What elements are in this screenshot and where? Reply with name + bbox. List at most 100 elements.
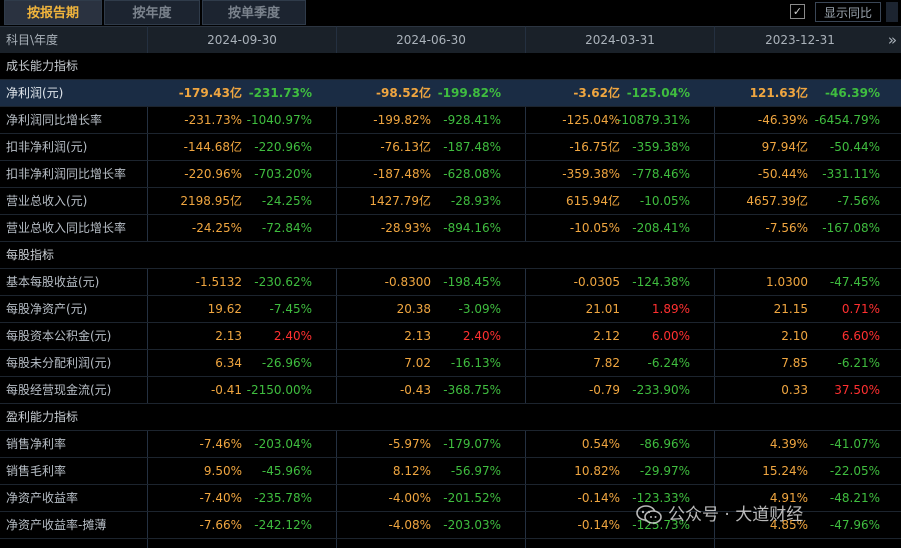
table-row[interactable]: 净资产收益率 -7.40% -235.78% -4.00% -201.52% -0.14%…	[0, 485, 901, 512]
yoy-cell: -368.75%	[443, 383, 501, 397]
row-label: 每股未分配利润(元)	[6, 356, 112, 370]
yoy-cell: -203.04%	[254, 437, 312, 451]
yoy-cell: -208.41%	[632, 221, 690, 235]
row-label: 净资产收益率	[6, 491, 79, 505]
header-date-4[interactable]: 2023-12-31	[765, 33, 835, 47]
yoy-cell: -26.96%	[261, 356, 312, 370]
table-row[interactable]: 销售净利率 -7.46% -203.04% -5.97% -179.07% 0.54% -8…	[0, 431, 901, 458]
financial-table: 成长能力指标 净利润(元) -179.43亿 -231.73% -98.52亿 -199.…	[0, 53, 901, 539]
table-row[interactable]: 营业总收入(元) 2198.95亿 -24.25% 1427.79亿 -28.93% 61…	[0, 188, 901, 215]
yoy-cell: -86.96%	[639, 437, 690, 451]
section-header-row[interactable]: 每股指标	[0, 242, 901, 269]
yoy-cell: -123.33%	[632, 491, 690, 505]
yoy-cell: 37.50%	[834, 383, 880, 397]
section-title: 成长能力指标	[6, 59, 79, 73]
table-row[interactable]: 每股资本公积金(元) 2.13 2.40% 2.13 2.40% 2.12 6.00% 2.1…	[0, 323, 901, 350]
table-row[interactable]: 扣非净利润(元) -144.68亿 -220.96% -76.13亿 -187.48% -…	[0, 134, 901, 161]
value-cell: 7.85	[781, 356, 808, 370]
value-cell: 4657.39亿	[746, 194, 808, 208]
yoy-cell: -199.82%	[437, 86, 501, 100]
wechat-icon	[636, 505, 662, 524]
value-cell: 121.63亿	[749, 86, 808, 100]
header-date-3[interactable]: 2024-03-31	[585, 33, 655, 47]
value-cell: 2.13	[215, 329, 242, 343]
value-cell: -144.68亿	[183, 140, 242, 154]
value-cell: 0.54%	[581, 437, 620, 451]
yoy-cell: -3.09%	[458, 302, 501, 316]
section-header-row[interactable]: 盈利能力指标	[0, 404, 901, 431]
value-cell: 1.0300	[766, 275, 808, 289]
yoy-cell: 1.89%	[651, 302, 690, 316]
value-cell: 19.62	[207, 302, 242, 316]
value-cell: -4.08%	[388, 518, 431, 532]
yoy-cell: -7.45%	[269, 302, 312, 316]
value-cell: 15.24%	[762, 464, 808, 478]
yoy-cell: -231.73%	[248, 86, 312, 100]
tab-by-year[interactable]: 按年度	[104, 0, 200, 25]
header-date-1[interactable]: 2024-09-30	[207, 33, 277, 47]
header-scrollbar[interactable]	[886, 2, 898, 22]
yoy-cell: -201.52%	[443, 491, 501, 505]
value-cell: 21.15	[773, 302, 808, 316]
value-cell: 1427.79亿	[369, 194, 431, 208]
section-header-row[interactable]: 成长能力指标	[0, 53, 901, 80]
tab-by-report-period[interactable]: 按报告期	[4, 0, 102, 25]
show-yoy-label[interactable]: 显示同比	[815, 2, 881, 22]
row-label: 净资产收益率-摊薄	[6, 518, 107, 532]
yoy-cell: -124.38%	[632, 275, 690, 289]
value-cell: -7.46%	[199, 437, 242, 451]
yoy-cell: -230.62%	[254, 275, 312, 289]
value-cell: -7.56%	[765, 221, 808, 235]
watermark-text: 公众号 · 大道财经	[668, 505, 804, 525]
table-row[interactable]: 基本每股收益(元) -1.5132 -230.62% -0.8300 -198.45% -…	[0, 269, 901, 296]
value-cell: -0.79	[588, 383, 620, 397]
row-label: 销售毛利率	[6, 464, 67, 478]
yoy-cell: -46.39%	[825, 86, 880, 100]
value-cell: -3.62亿	[573, 86, 620, 100]
yoy-cell: -125.04%	[626, 86, 690, 100]
value-cell: -220.96%	[184, 167, 242, 181]
value-cell: -0.14%	[577, 491, 620, 505]
value-cell: 20.38	[396, 302, 431, 316]
yoy-cell: -233.90%	[632, 383, 690, 397]
value-cell: -0.43	[399, 383, 431, 397]
value-cell: 97.94亿	[761, 140, 808, 154]
value-cell: -28.93%	[380, 221, 431, 235]
table-row[interactable]: 净利润(元) -179.43亿 -231.73% -98.52亿 -199.82% -3.…	[0, 80, 901, 107]
value-cell: -7.66%	[199, 518, 242, 532]
value-cell: 4.85%	[769, 518, 808, 532]
yoy-cell: 2.40%	[273, 329, 312, 343]
table-row[interactable]: 每股净资产(元) 19.62 -7.45% 20.38 -3.09% 21.01 1.89%…	[0, 296, 901, 323]
value-cell: -76.13亿	[380, 140, 431, 154]
value-cell: -0.0305	[573, 275, 620, 289]
value-cell: -125.04%	[562, 113, 620, 127]
row-label: 净利润(元)	[6, 86, 64, 100]
show-yoy-checkbox[interactable]: ✓	[790, 4, 805, 19]
watermark: 公众号 · 大道财经	[636, 500, 803, 525]
scroll-right-icon[interactable]: »	[887, 31, 897, 49]
yoy-cell: -198.45%	[443, 275, 501, 289]
yoy-cell: -778.46%	[632, 167, 690, 181]
table-row[interactable]: 销售毛利率 9.50% -45.96% 8.12% -56.97% 10.82% -29.9…	[0, 458, 901, 485]
value-cell: -0.8300	[384, 275, 431, 289]
yoy-cell: -167.08%	[822, 221, 880, 235]
table-row[interactable]: 每股经营现金流(元) -0.41 -2150.00% -0.43 -368.75% -0.…	[0, 377, 901, 404]
table-row[interactable]: 每股未分配利润(元) 6.34 -26.96% 7.02 -16.13% 7.82 -6.2…	[0, 350, 901, 377]
tab-by-quarter[interactable]: 按单季度	[202, 0, 306, 25]
table-row[interactable]: 扣非净利润同比增长率 -220.96% -703.20% -187.48% -628.0…	[0, 161, 901, 188]
header-date-2[interactable]: 2024-06-30	[396, 33, 466, 47]
yoy-cell: -22.05%	[829, 464, 880, 478]
value-cell: -0.41	[210, 383, 242, 397]
row-label: 营业总收入(元)	[6, 194, 88, 208]
table-row[interactable]: 净资产收益率-摊薄 -7.66% -242.12% -4.08% -203.03% -0.…	[0, 512, 901, 539]
yoy-cell: 6.60%	[841, 329, 880, 343]
value-cell: -359.38%	[562, 167, 620, 181]
table-row[interactable]: 净利润同比增长率 -231.73% -1040.97% -199.82% -928.41…	[0, 107, 901, 134]
value-cell: 2.12	[593, 329, 620, 343]
yoy-cell: -24.25%	[261, 194, 312, 208]
yoy-cell: -72.84%	[261, 221, 312, 235]
yoy-cell: -10.05%	[639, 194, 690, 208]
value-cell: -179.43亿	[178, 86, 242, 100]
table-row[interactable]: 营业总收入同比增长率 -24.25% -72.84% -28.93% -894.16% -…	[0, 215, 901, 242]
yoy-cell: -359.38%	[632, 140, 690, 154]
